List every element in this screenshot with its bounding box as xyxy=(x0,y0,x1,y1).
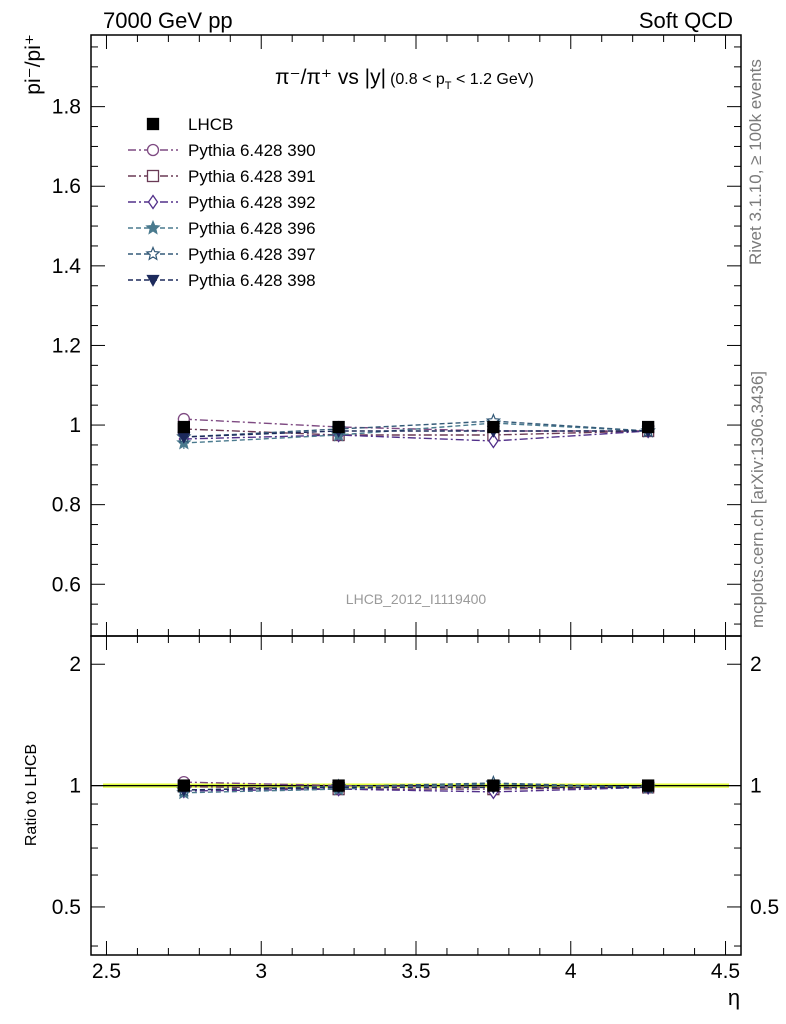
legend-label: Pythia 6.428 392 xyxy=(188,193,316,212)
legend-entry-3: Pythia 6.428 392 xyxy=(128,193,316,212)
series-2 xyxy=(177,422,655,796)
ratio-series-line xyxy=(183,782,649,791)
series-4 xyxy=(176,415,656,800)
x-axis-label: η xyxy=(728,985,740,1010)
legend-entry-0: LHCB xyxy=(146,115,233,134)
y-tick-label-ratio-right: 1 xyxy=(750,775,762,798)
ratio-point xyxy=(487,779,500,792)
ratio-point xyxy=(332,779,345,792)
x-tick-label: 2.5 xyxy=(92,960,121,983)
y-tick-label-ratio-right: 2 xyxy=(750,653,762,676)
legend-entry-1: Pythia 6.428 390 xyxy=(128,141,316,160)
legend-entry-5: Pythia 6.428 397 xyxy=(128,245,316,264)
y-tick-label-ratio-right: 0.5 xyxy=(750,896,779,919)
data-point xyxy=(177,420,191,434)
data-point xyxy=(487,420,500,434)
legend: LHCB Pythia 6.428 390 Pythia 6.428 391 Pyth… xyxy=(128,115,316,290)
legend-label: Pythia 6.428 391 xyxy=(188,167,316,186)
ratio-series-line xyxy=(183,785,649,790)
y-tick-label-main: 1.6 xyxy=(52,175,81,198)
series-line xyxy=(183,420,649,438)
y-tick-label-main: 1.8 xyxy=(52,96,81,119)
legend-marker xyxy=(145,219,161,235)
mcplots-label: mcplots.cern.ch [arXiv:1306.3436] xyxy=(748,370,767,628)
ratio-series-line xyxy=(183,786,649,793)
data-marks xyxy=(176,412,656,800)
legend-label: Pythia 6.428 390 xyxy=(188,141,316,160)
series-line xyxy=(183,430,649,438)
y-tick-label-main: 0.6 xyxy=(52,573,81,596)
watermark: LHCB_2012_I1119400 xyxy=(346,591,487,607)
chart-title-main: π⁻/π⁺ vs |y| xyxy=(275,66,386,89)
y-tick-label-ratio: 0.5 xyxy=(52,896,81,919)
legend-marker xyxy=(146,169,160,183)
x-tick-label: 3 xyxy=(255,960,267,983)
ratio-axes-box xyxy=(90,635,742,956)
y-tick-label-main: 0.8 xyxy=(52,494,81,517)
header-right: Soft QCD xyxy=(638,8,733,33)
ratio-point xyxy=(177,779,191,792)
legend-marker xyxy=(146,274,160,287)
data-point xyxy=(332,420,345,434)
rivet-label: Rivet 3.1.10, ≥ 100k events xyxy=(746,59,765,265)
chart-title: π⁻/π⁺ vs |y| (0.8 < pT < 1.2 GeV) xyxy=(275,66,534,92)
header-left: 7000 GeV pp xyxy=(103,8,233,33)
y-tick-label-main: 1.2 xyxy=(52,334,81,357)
x-tick-label: 4 xyxy=(565,960,577,983)
legend-entry-4: Pythia 6.428 396 xyxy=(128,219,316,238)
series-6 xyxy=(177,425,655,797)
chart-title-sub-index: T xyxy=(445,80,452,92)
y-tick-label-main: 1.4 xyxy=(52,255,82,278)
legend-label: Pythia 6.428 397 xyxy=(188,245,316,264)
series-3 xyxy=(178,423,654,800)
legend-entry-6: Pythia 6.428 398 xyxy=(128,271,316,290)
y-tick-label-main: 1 xyxy=(69,414,81,437)
ratio-series-line xyxy=(183,786,649,791)
legend-label: Pythia 6.428 398 xyxy=(188,271,316,290)
y-tick-label-ratio: 2 xyxy=(69,653,81,676)
series-line xyxy=(183,428,649,436)
legend-marker xyxy=(145,245,161,261)
legend-marker xyxy=(146,117,160,131)
data-point xyxy=(641,420,655,434)
y-axis-label-main: pi⁻/pi⁺ xyxy=(22,34,45,95)
chart-title-sub-end: < 1.2 GeV) xyxy=(452,71,534,88)
legend-label: LHCB xyxy=(188,115,233,134)
axis-ticks: 2.5 3 3.5 4 4.5 0.6 0.8 1 1.2 1.4 1.6 1.8 0.5 0.5 1 1 2 2 xyxy=(52,35,779,983)
series-line xyxy=(183,422,649,444)
ratio-point xyxy=(641,779,655,792)
series-0 xyxy=(177,420,655,792)
x-tick-label: 4.5 xyxy=(711,960,740,983)
series-line xyxy=(183,430,649,442)
legend-label: Pythia 6.428 396 xyxy=(188,219,316,238)
legend-entry-2: Pythia 6.428 391 xyxy=(128,167,316,186)
chart-title-sub: (0.8 < p xyxy=(390,71,445,88)
y-tick-label-ratio: 1 xyxy=(69,775,81,798)
ratio-plot-frame xyxy=(90,635,742,956)
legend-marker xyxy=(146,143,160,157)
data-point xyxy=(488,433,499,449)
x-tick-label: 3.5 xyxy=(401,960,430,983)
legend-marker xyxy=(147,194,159,210)
y-axis-label-ratio: Ratio to LHCB xyxy=(23,744,40,846)
